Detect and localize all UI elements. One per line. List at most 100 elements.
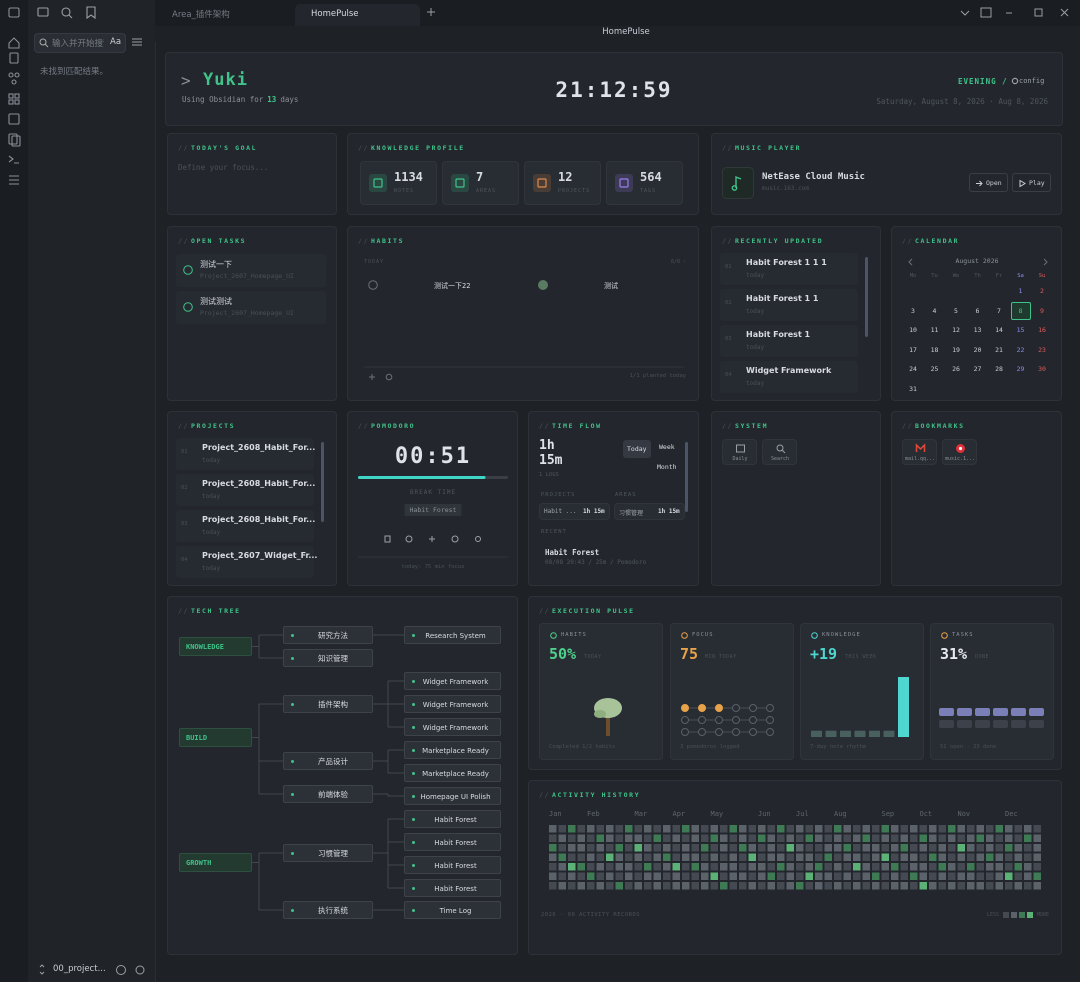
calendar-day[interactable]: 3 [911,306,915,315]
tile[interactable]: music.1... [942,439,977,465]
timeflow-tab[interactable]: Month [657,463,677,471]
tree-leaf[interactable]: Time Log [404,901,501,919]
tree-node[interactable]: 产品设计 [283,752,373,770]
timeflow-tab[interactable]: Today [623,440,651,458]
tree-leaf[interactable]: Marketplace Ready [404,741,501,759]
list-item[interactable]: 01 Project_2608_Habit_For... today [176,438,315,470]
calendar-day[interactable]: 14 [995,326,1003,335]
tree-node[interactable]: 前端体验 [283,785,373,803]
tree-root[interactable]: BUILD [179,728,252,747]
item-when: today [202,493,221,500]
icon-shape [44,43,49,48]
calendar-day[interactable]: 5 [954,306,958,315]
search-box[interactable]: 输入并开始搜索 Aa [34,33,126,53]
calendar-day[interactable]: 19 [952,345,960,354]
tree-leaf[interactable]: Homepage UI Polish [404,787,501,805]
heat-cell [691,834,699,842]
music-button[interactable]: Play [1012,173,1051,192]
panel-title: PROJECTS [191,422,236,430]
calendar-day[interactable]: 29 [1016,365,1025,374]
music-button[interactable]: Open [969,173,1008,192]
calendar-day[interactable]: 20 [973,345,982,354]
tile[interactable]: mail.qq... [902,439,937,465]
config-button[interactable]: config [1019,77,1045,85]
list-item[interactable]: 03 Project_2608_Habit_For... today [176,510,315,542]
calendar-day[interactable]: 23 [1038,345,1046,354]
heat-cell [805,863,813,871]
tree-node[interactable]: 执行系统 [283,901,373,919]
tree-node[interactable]: 插件架构 [283,695,373,713]
calendar-day[interactable]: 4 [932,306,937,315]
list-item[interactable]: 04 Widget Framework today [720,361,858,393]
timeflow-tab[interactable]: Week [659,443,675,451]
calendar-day[interactable]: 7 [997,306,1001,315]
habit-name[interactable]: 测试一下22 [434,282,471,290]
list-item[interactable]: 03 Habit Forest 1 today [720,325,858,357]
icon-shape [291,634,294,637]
calendar-day[interactable]: 24 [909,365,917,374]
knowledge-panel: //KNOWLEDGE PROFILE 1134 NOTES 7 AREAS 12 PROJ… [347,133,699,215]
calendar-day[interactable]: 31 [909,385,917,393]
tile[interactable]: Daily [722,439,757,465]
heat-cell [568,882,576,890]
calendar-day[interactable]: 30 [1038,365,1046,374]
match-case[interactable]: Aa [110,37,122,47]
tab[interactable]: Area_插件架构 [172,10,230,20]
tree-node[interactable]: 知识管理 [283,649,373,667]
icon-shape [908,258,913,266]
timeflow-logs: 1 LOGS [539,472,559,478]
tree-root[interactable]: KNOWLEDGE [179,637,252,656]
list-item[interactable]: 04 Project_2607_Widget_Fr... today [176,546,317,578]
calendar-day[interactable]: 26 [952,365,960,374]
heat-cell [777,853,785,861]
list-item[interactable]: 01 Habit Forest 1 1 1 today [720,253,858,285]
calendar-day[interactable]: 10 [909,326,917,335]
calendar-day[interactable]: 25 [930,365,939,374]
calendar-day[interactable]: 15 [1016,326,1025,335]
tree-leaf[interactable]: Research System [404,626,501,644]
goal-input[interactable]: Define your focus... [178,163,269,172]
filter-icon[interactable] [131,36,143,48]
tab-active[interactable]: HomePulse [295,4,420,26]
icon-shape [976,180,983,187]
heat-cell [682,853,690,861]
task-item[interactable]: 测试一下 Project_2607_Homepage_UI [176,254,326,287]
tree-leaf[interactable]: Habit Forest [404,879,501,897]
weekday: Mo [909,273,917,279]
calendar-day[interactable]: 28 [995,365,1003,374]
calendar-day[interactable]: 1 [1018,287,1023,295]
tree-leaf[interactable]: Widget Framework [404,695,501,713]
task-item[interactable]: 测试测试 Project_2607_Homepage_UI [176,291,326,324]
tree-leaf[interactable]: Habit Forest [404,810,501,828]
tree-node[interactable]: 习惯管理 [283,844,373,862]
tree-leaf[interactable]: Widget Framework [404,718,501,736]
tree-leaf[interactable]: Habit Forest [404,833,501,851]
calendar-day[interactable]: 21 [995,345,1003,354]
calendar-day[interactable]: 2 [1040,287,1044,295]
calendar-day[interactable]: 6 [975,306,980,315]
list-item[interactable]: 02 Habit Forest 1 1 today [720,289,858,321]
calendar-day[interactable]: 16 [1038,326,1046,335]
tree-leaf[interactable]: Marketplace Ready [404,764,501,782]
calendar-day[interactable]: 8 [1018,306,1023,315]
tree-leaf[interactable]: Habit Forest [404,856,501,874]
list-item[interactable]: 02 Project_2608_Habit_For... today [176,474,315,506]
tree-root[interactable]: GROWTH [179,853,252,872]
calendar-day[interactable]: 11 [930,326,939,335]
calendar-day[interactable]: 18 [930,345,939,354]
tree-leaf[interactable]: Widget Framework [404,672,501,690]
tree-node[interactable]: 研究方法 [283,626,373,644]
heat-cell [1005,853,1013,861]
tile[interactable]: Search [762,439,797,465]
icon-shape [412,887,415,890]
calendar-day[interactable]: 22 [1016,345,1025,354]
calendar-day[interactable]: 12 [952,326,960,335]
habit-name[interactable]: 测试 [604,282,618,290]
calendar-day[interactable]: 13 [973,326,982,335]
calendar-day[interactable]: 27 [973,365,982,374]
vault-name[interactable]: 00_project... [53,964,106,974]
calendar-day[interactable]: 17 [909,345,917,354]
calendar-day[interactable]: 9 [1040,306,1044,315]
heat-cell [843,853,851,861]
heat-cell [900,825,908,833]
